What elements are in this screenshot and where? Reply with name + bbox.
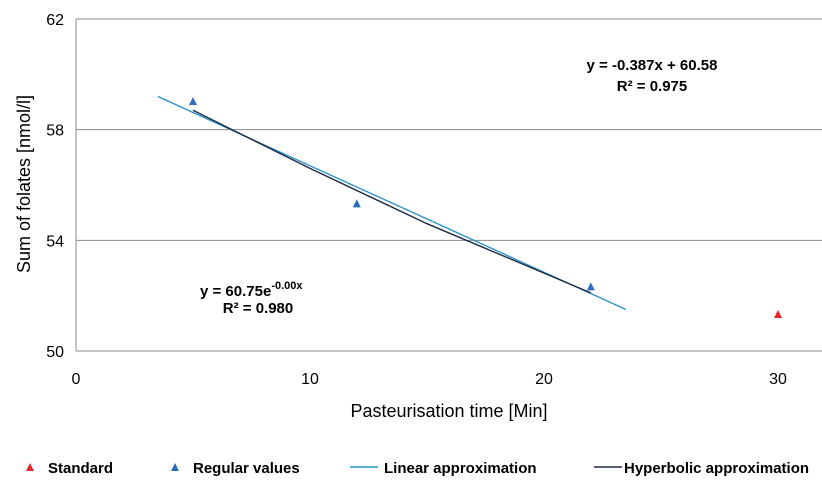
legend-label-linear-approximation: Linear approximation bbox=[384, 460, 537, 477]
point-regular-values-1 bbox=[189, 97, 197, 105]
linear-r2-text: R² = 0.975 bbox=[617, 78, 687, 95]
legend-item-standard: Standard bbox=[26, 460, 113, 477]
legend-label-standard: Standard bbox=[48, 460, 113, 477]
x-tick-label-20: 20 bbox=[535, 371, 553, 388]
trendline-hyperbolic-approximation bbox=[192, 109, 592, 294]
linear-equation-text: y = -0.387x + 60.58 bbox=[587, 57, 718, 74]
x-tick-label-10: 10 bbox=[301, 371, 319, 388]
grid bbox=[76, 18, 822, 241]
legend-marker-regular-values bbox=[171, 463, 179, 471]
point-regular-values-3 bbox=[586, 282, 595, 291]
y-tick-label-54: 54 bbox=[46, 233, 64, 250]
legend-item-hyperbolic-approximation: Hyperbolic approximation bbox=[594, 460, 809, 477]
y-axis-title: Sum of folates [nmol/l] bbox=[14, 95, 34, 273]
axes bbox=[75, 19, 822, 352]
legend-marker-standard bbox=[26, 463, 34, 471]
x-tick-label-0: 0 bbox=[72, 371, 81, 388]
linear-equation-annotation: y = -0.387x + 60.58 R² = 0.975 bbox=[587, 57, 718, 95]
legend-label-regular-values: Regular values bbox=[193, 460, 300, 477]
legend-label-hyperbolic-approximation: Hyperbolic approximation bbox=[624, 460, 809, 477]
y-tick-label-62: 62 bbox=[46, 12, 64, 29]
y-tick-label-50: 50 bbox=[46, 344, 64, 361]
point-regular-values-2 bbox=[352, 199, 361, 208]
legend-item-regular-values: Regular values bbox=[171, 460, 300, 477]
hyperbolic-equation-exponent: -0.00x bbox=[271, 280, 303, 292]
series bbox=[157, 95, 782, 319]
hyperbolic-equation-text: y = 60.75e-0.00x bbox=[200, 280, 303, 300]
x-axis-title: Pasteurisation time [Min] bbox=[350, 401, 547, 421]
tick-labels: 50 54 58 62 0 10 20 30 bbox=[46, 12, 787, 388]
legend: Standard Regular values Linear approxima… bbox=[26, 460, 809, 477]
point-standard-1 bbox=[774, 310, 782, 319]
legend-item-linear-approximation: Linear approximation bbox=[350, 460, 537, 477]
x-tick-label-30: 30 bbox=[769, 371, 787, 388]
hyperbolic-r2-text: R² = 0.980 bbox=[223, 300, 293, 317]
hyperbolic-equation-base: y = 60.75e bbox=[200, 283, 271, 300]
hyperbolic-equation-annotation: y = 60.75e-0.00x R² = 0.980 bbox=[200, 280, 303, 317]
y-tick-label-58: 58 bbox=[46, 123, 64, 140]
